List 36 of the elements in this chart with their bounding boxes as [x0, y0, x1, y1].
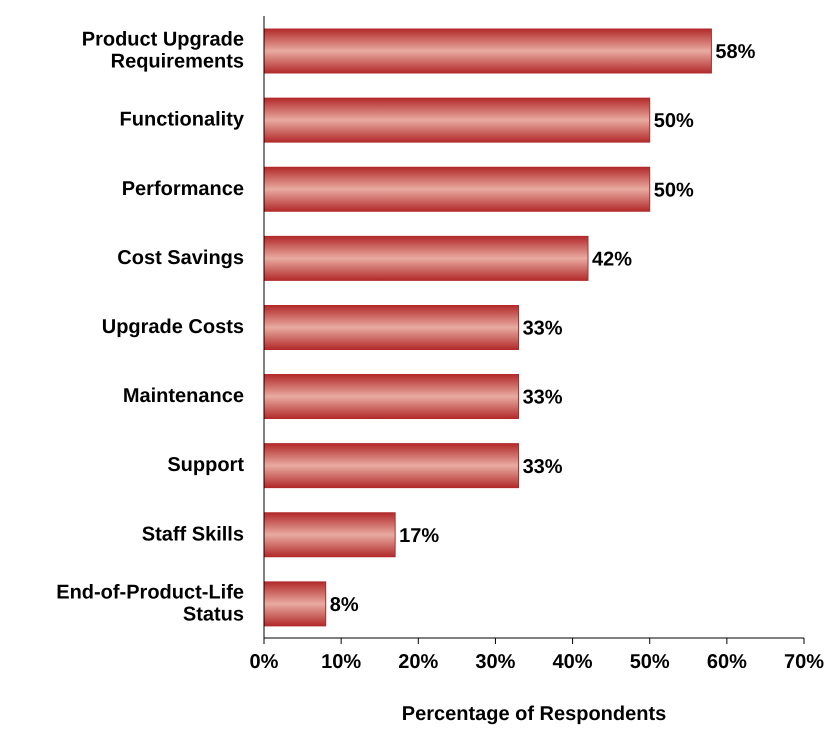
y-tick-label: End-of-Product-Life Status: [56, 581, 244, 626]
data-label: 33%: [522, 456, 563, 478]
data-label: 33%: [522, 318, 563, 340]
x-tick-label: 60%: [706, 651, 748, 674]
data-label: 8%: [330, 594, 359, 616]
x-tick-label: 40%: [552, 651, 593, 674]
y-tick-label: Support: [167, 454, 244, 476]
bar: [264, 581, 326, 626]
data-label: 58%: [715, 41, 756, 64]
bar: [264, 374, 520, 420]
y-tick-label: Maintenance: [122, 385, 244, 408]
x-tick-label: 30%: [475, 651, 516, 674]
bar: [264, 443, 520, 488]
x-tick-label: 0%: [250, 651, 279, 674]
bar: [264, 236, 588, 281]
data-label: 33%: [522, 386, 563, 409]
data-label: 50%: [654, 110, 694, 132]
bar: [264, 98, 650, 143]
y-tick-label: Product Upgrade Requirements: [82, 28, 244, 73]
data-label: 50%: [654, 179, 694, 202]
y-tick-label: Cost Savings: [117, 246, 244, 269]
x-tick-label: 10%: [321, 651, 362, 674]
x-tick-label: 70%: [784, 651, 824, 674]
x-tick-label: 50%: [630, 651, 670, 674]
y-tick-label: Upgrade Costs: [102, 316, 244, 338]
bar: [264, 304, 520, 350]
y-tick-label: Functionality: [120, 108, 245, 131]
y-tick-label: Performance: [122, 178, 244, 200]
y-tick-label: Staff Skills: [142, 523, 244, 546]
data-label: 42%: [592, 248, 632, 270]
x-axis-title: Percentage of Respondents: [402, 703, 666, 725]
data-label: 17%: [399, 524, 440, 547]
bar: [264, 28, 712, 74]
x-tick-label: 20%: [398, 651, 439, 674]
bar: [264, 166, 650, 212]
bar: [264, 512, 396, 558]
